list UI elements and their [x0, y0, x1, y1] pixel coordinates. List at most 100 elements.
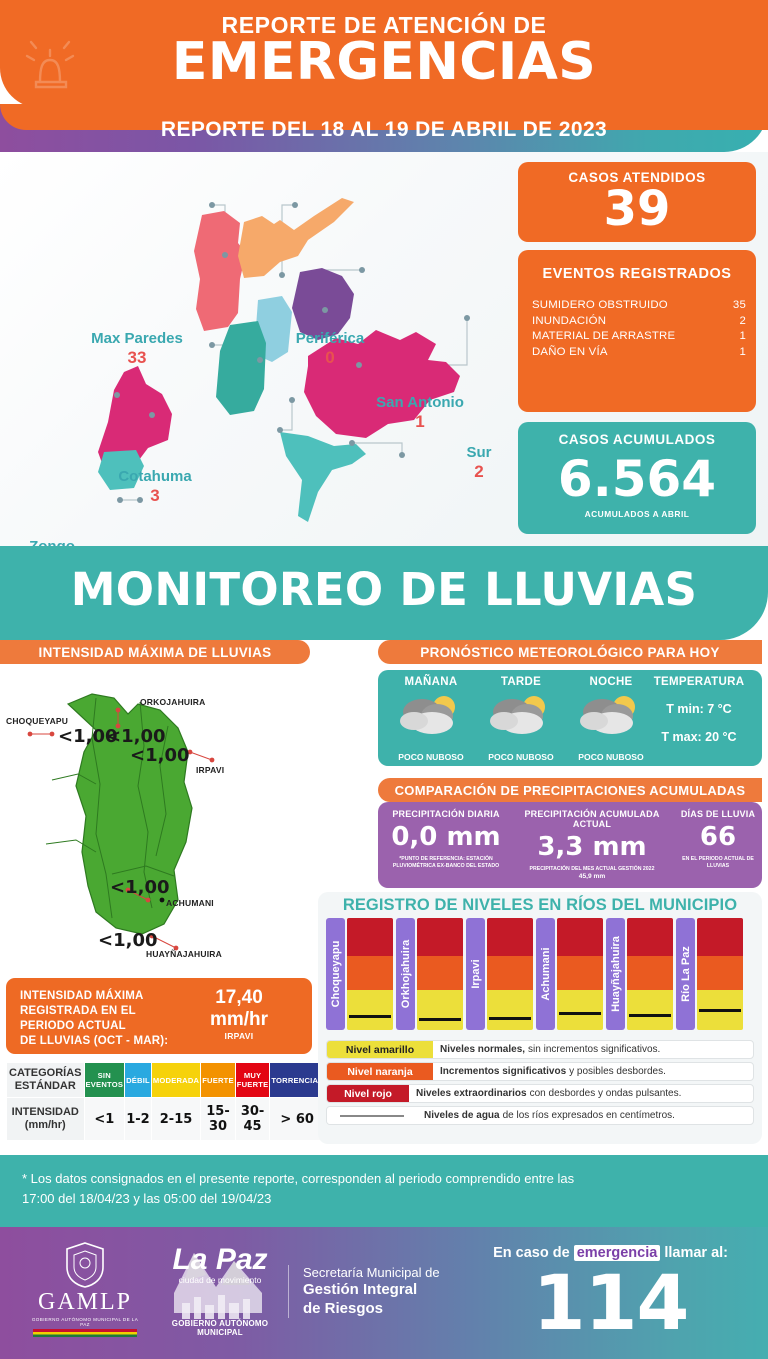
category-header-muy-fuerte: MUY FUERTE	[234, 1062, 271, 1098]
event-row: INUNDACIÓN 2	[532, 314, 746, 327]
precip-accumulated: PRECIPITACIÓN ACUMULADA ACTUAL 3,3 mm PR…	[524, 809, 660, 880]
level-yellow-zone	[557, 989, 603, 1030]
level-orange-zone	[697, 956, 743, 990]
level-yellow-zone	[347, 989, 393, 1030]
river-name-tab: Irpavi	[466, 918, 485, 1030]
level-orange-zone	[557, 956, 603, 990]
max-intensity-label: INTENSIDAD MÁXIMA REGISTRADA EN EL PERIO…	[20, 990, 169, 1047]
category-header-debil: DÉBIL	[124, 1062, 152, 1098]
rain-intensity-pill: INTENSIDAD MÁXIMA DE LLUVIAS	[0, 640, 310, 664]
legend-text-red: Niveles extraordinarios con desbordes y …	[416, 1088, 682, 1099]
level-yellow-zone	[627, 989, 673, 1030]
cases-attended-title: CASOS ATENDIDOS	[568, 170, 706, 185]
max-intensity-box: INTENSIDAD MÁXIMA REGISTRADA EN EL PERIO…	[6, 978, 312, 1054]
legend-key-line	[327, 1107, 417, 1124]
legend-text-orange: Incrementos significativos y posibles de…	[440, 1066, 666, 1077]
coat-of-arms-icon	[66, 1242, 104, 1288]
legend-row-yellow: Nivel amarillo Niveles normales, sin inc…	[326, 1040, 754, 1059]
table-row: CATEGORÍAS ESTÁNDAR SIN EVENTOS DÉBIL MO…	[6, 1062, 326, 1098]
event-row: DAÑO EN VÍA 1	[532, 345, 746, 358]
river-levels-chart: Choqueyapu Orkhojahuira Irpavi	[326, 918, 754, 1030]
river-name-tab: Río La Paz	[676, 918, 695, 1030]
emergency-number: 114	[532, 1258, 690, 1347]
secretaria-line2: Gestión Integral	[303, 1281, 418, 1298]
level-yellow-zone	[417, 989, 463, 1030]
level-red-zone	[347, 918, 393, 957]
district-label-periferica: Periférica 0	[295, 330, 365, 367]
categories-row-label: CATEGORÍAS ESTÁNDAR	[6, 1062, 85, 1098]
header-title: EMERGENCIAS	[171, 32, 597, 92]
basin-shapes	[27, 693, 215, 951]
river-unit-huaynajahuira: Huayñajahuira	[606, 918, 673, 1030]
temperature-max: T max: 20 °C	[661, 730, 737, 744]
gamlp-subtitle: GOBIERNO AUTÓNOMO MUNICIPAL DE LA PAZ	[31, 1317, 139, 1327]
sun-behind-cloud-icon	[580, 696, 635, 734]
temperature-block: TEMPERATURA T min: 7 °C T max: 20 °C	[644, 676, 754, 744]
basin-value-irpavi: <1,00	[130, 745, 190, 766]
legend-key-yellow: Nivel amarillo	[327, 1041, 433, 1058]
secretaria-line1: Secretaría Municipal de	[303, 1265, 440, 1280]
river-unit-rio-la-paz: Río La Paz	[676, 918, 743, 1030]
category-value-torrencial: > 60	[269, 1097, 326, 1141]
level-red-zone	[417, 918, 463, 957]
accumulated-value: 6.564	[557, 450, 717, 508]
level-red-zone	[557, 918, 603, 957]
river-unit-irpavi: Irpavi	[466, 918, 533, 1030]
emergency-highlight: emergencia	[573, 1245, 661, 1261]
temperature-min: T min: 7 °C	[666, 702, 732, 716]
river-level-bar	[697, 918, 743, 1030]
precip-daily: PRECIPITACIÓN DIARIA 0,0 mm *PUNTO DE RE…	[391, 809, 501, 869]
legend-row-red: Nivel rojo Niveles extraordinarios con d…	[326, 1084, 754, 1103]
temperature-title: TEMPERATURA	[653, 676, 745, 688]
legend-row-orange: Nivel naranja Incrementos significativos…	[326, 1062, 754, 1081]
river-name-tab: Huayñajahuira	[606, 918, 625, 1030]
rain-monitoring-title: MONITOREO DE LLUVIAS	[70, 563, 698, 616]
river-name-tab: Choqueyapu	[326, 918, 345, 1030]
district-label-cotahuma: Cotahuma 3	[118, 468, 192, 505]
level-orange-zone	[487, 956, 533, 990]
emergency-block: En caso de emergencia llamar al: 114	[493, 1245, 728, 1345]
river-name-tab: Achumani	[536, 918, 555, 1030]
district-label-max-paredes: Max Paredes 33	[91, 330, 183, 367]
category-header-moderada: MODERADA	[150, 1062, 202, 1098]
basin-label-choqueyapu: CHOQUEYAPU	[6, 716, 69, 726]
level-line-icon	[340, 1114, 404, 1117]
event-row: MATERIAL DE ARRASTRE 1	[532, 330, 746, 342]
basin-value-choqueyapu: <1,00	[58, 726, 118, 747]
river-level-bar	[417, 918, 463, 1030]
la-paz-subtitle: ciudad de movimiento	[178, 1275, 262, 1285]
water-level-marker	[349, 1014, 391, 1018]
secretaria-line3: de Riesgos	[303, 1300, 384, 1317]
intensity-row-label: INTENSIDAD (mm/hr)	[6, 1097, 85, 1141]
la-paz-logo: La Paz ciudad de movimiento GOBIERNO AUT…	[150, 1243, 290, 1337]
header-subtitle: REPORTE DE ATENCIÓN DE	[221, 12, 547, 38]
river-unit-orkhojahuira: Orkhojahuira	[396, 918, 463, 1030]
category-value-sin-eventos: <1	[83, 1097, 126, 1141]
siren-icon	[25, 40, 75, 89]
river-level-bar	[627, 918, 673, 1030]
river-levels-title: REGISTRO DE NIVELES EN RÍOS DEL MUNICIPI…	[342, 896, 738, 914]
legend-key-orange: Nivel naranja	[327, 1063, 433, 1080]
gamlp-logo: GAMLP GOBIERNO AUTÓNOMO MUNICIPAL DE LA …	[30, 1241, 140, 1337]
accumulated-note: ACUMULADOS A ABRIL	[584, 509, 690, 519]
category-value-moderada: 2-15	[150, 1097, 202, 1141]
forecast-period-noche: NOCHE POCO NUBOSO	[568, 676, 654, 762]
category-header-torrencial: TORRENCIAL	[269, 1062, 326, 1098]
max-intensity-value-group: 17,40 mm/hr IRPAVI	[180, 987, 298, 1041]
level-orange-zone	[417, 956, 463, 990]
event-row: SUMIDERO OBSTRUIDO 35	[532, 299, 746, 311]
legend-text-line: Niveles de agua de los ríos expresados e…	[424, 1110, 675, 1121]
category-value-fuerte: 15-30	[200, 1097, 236, 1141]
secretaria-block: Secretaría Municipal de Gestión Integral…	[288, 1265, 440, 1318]
district-map-section: Max Paredes 33 Periférica 0 San Antonio …	[0, 152, 768, 653]
events-registered-card: EVENTOS REGISTRADOS SUMIDERO OBSTRUIDO 3…	[518, 250, 756, 412]
la-paz-bottom: GOBIERNO AUTÓNOMO MUNICIPAL	[171, 1319, 269, 1337]
basin-label-irpavi: IRPAVI	[196, 765, 225, 775]
district-label-sur: Sur 2	[466, 444, 492, 481]
events-list: SUMIDERO OBSTRUIDO 35 INUNDACIÓN 2 MATER…	[532, 298, 746, 360]
footer-bar: GAMLP GOBIERNO AUTÓNOMO MUNICIPAL DE LA …	[0, 1227, 768, 1359]
emergency-line: En caso de emergencia llamar al:	[493, 1245, 728, 1261]
basin-value-huaynajahuira: <1,00	[98, 930, 158, 951]
category-value-muy-fuerte: 30-45	[234, 1097, 271, 1141]
level-red-zone	[697, 918, 743, 957]
